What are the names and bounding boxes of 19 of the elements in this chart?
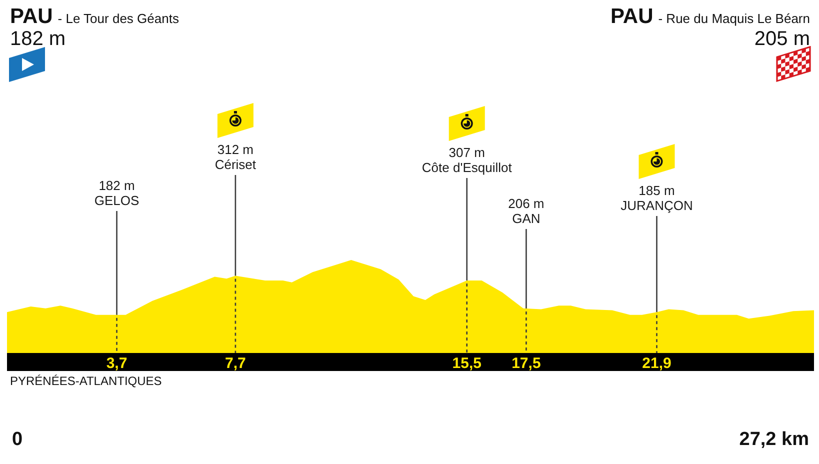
ref-line-label: 182 m GELOS <box>94 178 140 208</box>
x-tick-label: 17,5 <box>512 355 541 372</box>
text: - Le Tour des Géants <box>58 11 179 26</box>
ref-line-label: 185 m JURANÇON <box>620 183 693 213</box>
x-tick-label: 7,7 <box>225 355 246 372</box>
text: PAU <box>610 5 654 29</box>
x-tick-label: 21,9 <box>642 355 672 372</box>
text: 27,2 km <box>739 428 809 452</box>
ref-line-label: 312 m Cériset <box>214 142 256 172</box>
text: PYRÉNÉES-ATLANTIQUES <box>10 374 162 388</box>
text: - Rue du Maquis Le Béarn <box>658 11 810 26</box>
text: PAU <box>10 5 53 29</box>
x-tick-label: 15,5 <box>452 355 482 372</box>
text: 0 <box>12 428 23 452</box>
text: 182 m <box>10 28 66 50</box>
ref-line-label: 307 m Côte d'Esquillot <box>422 145 512 175</box>
x-tick-label: 3,7 <box>106 355 128 372</box>
text: 205 m <box>754 28 810 50</box>
ref-line-label: 206 m GAN <box>508 196 544 226</box>
